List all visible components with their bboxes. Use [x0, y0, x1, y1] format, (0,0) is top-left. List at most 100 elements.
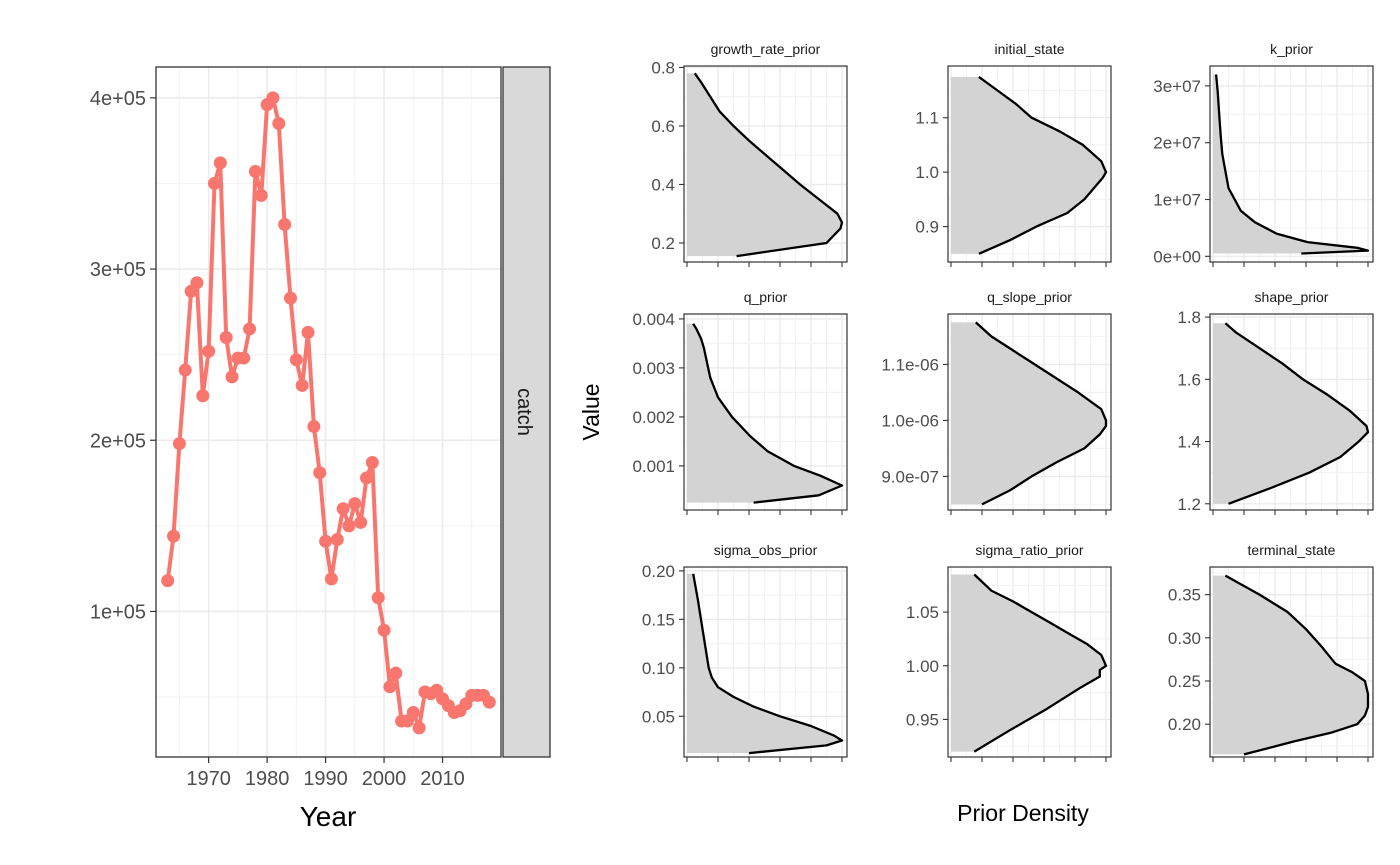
y-tick-label: 1e+07 [1153, 191, 1201, 210]
density-area [951, 574, 1106, 752]
catch-data-point [342, 519, 356, 533]
catch-data-point [254, 188, 268, 202]
facet-panel-border [1209, 65, 1374, 263]
density-line [1214, 74, 1370, 255]
catch-data-point [324, 572, 338, 586]
facet-panel-border [683, 313, 848, 511]
catch-data-point [406, 705, 420, 719]
facet-title: sigma_ratio_prior [975, 542, 1083, 558]
facet-title: q_prior [744, 289, 788, 305]
y-tick-label: 1.1e-06 [881, 355, 939, 374]
y-tick-label: 1.4 [1177, 433, 1201, 452]
catch-panel-background [156, 67, 501, 757]
facet-title: sigma_obs_prior [714, 542, 818, 558]
catch-data-point [266, 91, 280, 105]
x-tick-label: 1980 [245, 768, 290, 790]
density-line [692, 573, 844, 755]
catch-data-point [178, 363, 192, 377]
facet-initial-state: 0.9 1.0 1.1 initial_state [915, 41, 1112, 267]
catch-data-point [202, 344, 216, 358]
y-tick-label: 2e+07 [1153, 134, 1201, 153]
density-area [1213, 74, 1368, 254]
y-tick-label: 0e+00 [1153, 247, 1201, 266]
facet-title: growth_rate_prior [711, 41, 821, 57]
catch-data-point [360, 471, 374, 485]
y-tick-label: 0.05 [642, 707, 675, 726]
catch-data-point [365, 456, 379, 470]
facet-title: shape_prior [1255, 289, 1329, 305]
catch-data-point [283, 291, 297, 305]
facet-q-prior: 0.001 0.002 0.003 0.004 q_prior [632, 289, 848, 515]
facet-terminal-state: 0.20 0.25 0.30 0.35 terminal_state [1168, 542, 1374, 762]
density-area [951, 322, 1106, 505]
y-tick-label: 0.10 [642, 659, 675, 678]
catch-data-point [482, 695, 496, 709]
catch-data-point [295, 378, 309, 392]
facet-panel-border [947, 566, 1112, 758]
facet-sigma-ratio-prior: 0.95 1.00 1.05 sigma_ratio_prior [906, 542, 1112, 762]
catch-data-point [412, 721, 426, 735]
facet-title: terminal_state [1248, 542, 1336, 558]
facet-k-prior: 0e+00 1e+07 2e+07 3e+07 k_prior [1153, 41, 1374, 267]
catch-time-series-plot: 1970 1980 1990 2000 2010 1e+05 2e+05 3e+05 4e+05… [90, 66, 551, 790]
y-axis-title-value: Value [578, 383, 604, 440]
density-area [951, 76, 1106, 254]
y-tick-label: 0.002 [632, 408, 675, 427]
y-tick-label: 0.20 [1168, 715, 1201, 734]
y-tick-label: 0.8 [651, 58, 675, 77]
y-tick-label: 3e+07 [1153, 77, 1201, 96]
catch-data-point [289, 353, 303, 367]
x-tick-label: 2000 [362, 768, 407, 790]
catch-data-point [190, 276, 204, 290]
facet-panel-border [683, 65, 848, 263]
x-axis-title-prior-density: Prior Density [957, 800, 1089, 826]
y-tick-label: 1.1 [915, 109, 939, 128]
catch-data-point [167, 529, 181, 543]
catch-data-point [377, 623, 391, 637]
y-tick-label: 0.9 [915, 218, 939, 237]
catch-facet-label: catch [513, 388, 535, 436]
catch-data-point [207, 176, 221, 190]
density-line [1224, 322, 1370, 505]
y-tick-label: 0.30 [1168, 629, 1201, 648]
y-tick-label: 4e+05 [90, 88, 146, 110]
facet-title: q_slope_prior [987, 289, 1072, 305]
facet-panel-border [947, 313, 1112, 511]
catch-data-point [307, 420, 321, 434]
y-tick-label: 1.2 [1177, 495, 1201, 514]
y-tick-label: 2e+05 [90, 430, 146, 452]
catch-data-point [301, 325, 315, 339]
catch-data-point [313, 466, 327, 480]
y-tick-label: 0.003 [632, 359, 675, 378]
facet-panel-border [947, 65, 1112, 263]
catch-data-point [336, 502, 350, 516]
y-tick-label: 0.95 [906, 710, 939, 729]
catch-data-point [213, 156, 227, 170]
x-axis-title-year: Year [300, 801, 357, 832]
catch-data-point [196, 389, 210, 403]
y-tick-label: 3e+05 [90, 259, 146, 281]
y-tick-label: 1.0e-06 [881, 411, 939, 430]
catch-data-point [330, 533, 344, 547]
catch-data-point [243, 322, 257, 336]
facet-growth-rate-prior: 0.2 0.4 0.6 0.8 growth_rate_prior [651, 41, 848, 267]
catch-data-point [161, 574, 175, 588]
catch-data-point [354, 515, 368, 529]
density-line [978, 75, 1108, 255]
y-tick-label: 0.2 [651, 234, 675, 253]
x-tick-label: 1970 [186, 768, 231, 790]
catch-data-point [383, 680, 397, 694]
facet-shape-prior: 1.2 1.4 1.6 1.8 shape_prior [1177, 289, 1374, 515]
density-line [973, 573, 1108, 753]
catch-data-point [348, 497, 362, 511]
catch-panel-border [155, 66, 502, 758]
facet-sigma-obs-prior: 0.05 0.10 0.15 0.20 sigma_obs_prior [642, 542, 848, 762]
catch-data-point [272, 117, 286, 131]
y-tick-label: 1.00 [906, 657, 939, 676]
y-tick-label: 0.15 [642, 610, 675, 629]
y-tick-label: 0.35 [1168, 586, 1201, 605]
y-tick-label: 0.001 [632, 457, 675, 476]
density-area [1213, 323, 1368, 504]
y-tick-label: 0.25 [1168, 672, 1201, 691]
